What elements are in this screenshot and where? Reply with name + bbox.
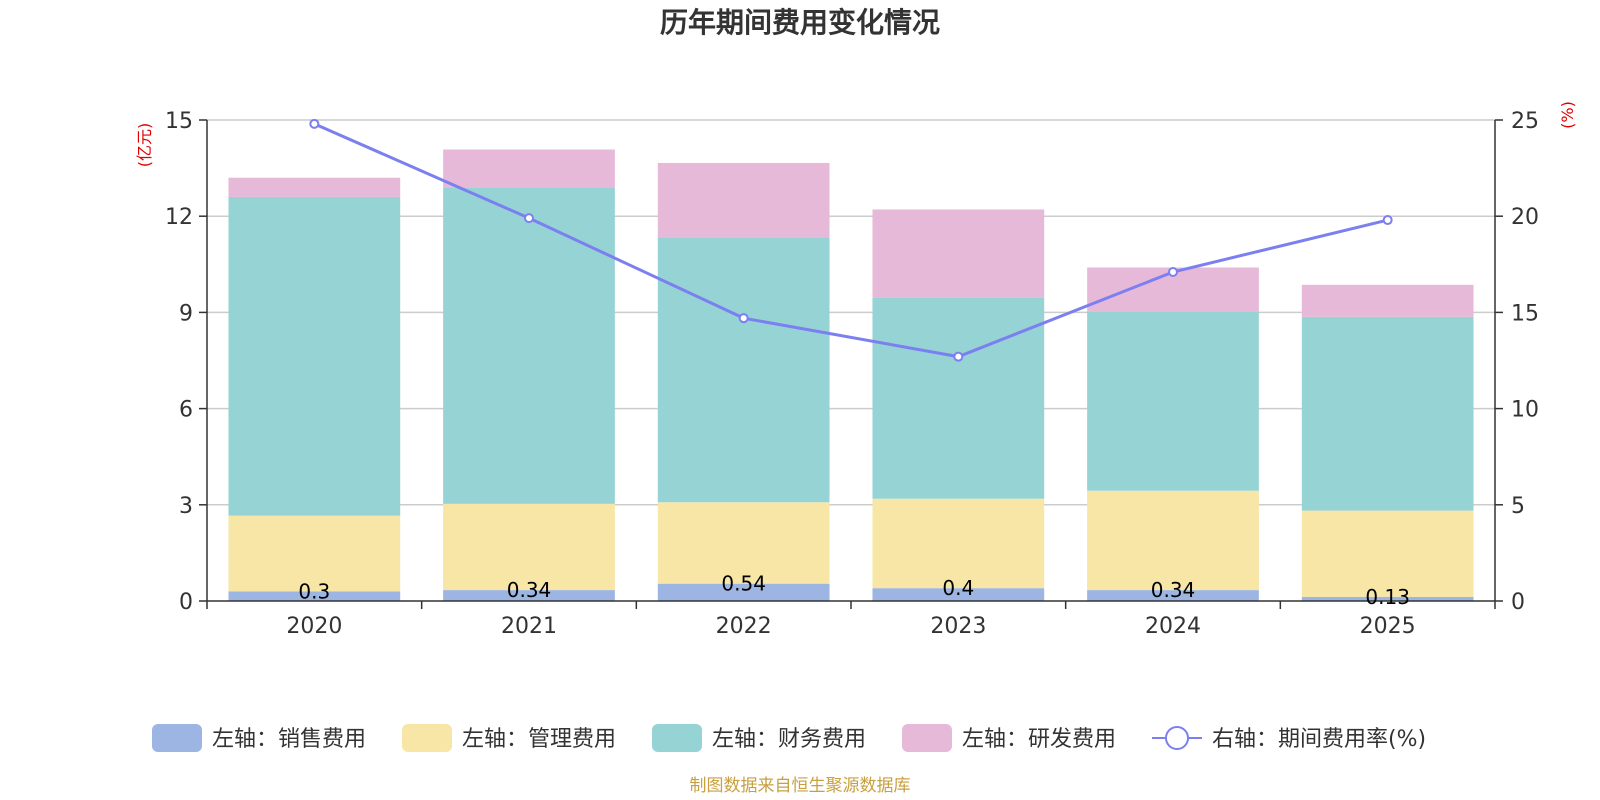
rate-line <box>313 122 1389 359</box>
bar-data-label: 0.3 <box>298 579 330 603</box>
bar-segment <box>657 162 830 239</box>
bar-segment <box>228 196 401 516</box>
legend-swatch <box>152 724 202 752</box>
rate-point <box>738 313 749 324</box>
left-tick-label: 6 <box>179 398 193 423</box>
line-layer <box>309 118 1393 362</box>
bar-segment <box>1087 590 1259 601</box>
legend-label: 左轴：管理费用 <box>462 727 616 752</box>
legend-label: 左轴：研发费用 <box>962 727 1116 752</box>
bar-layer <box>228 149 1474 601</box>
legend-item[interactable]: 左轴：财务费用 <box>652 724 866 752</box>
right-tick-label: 20 <box>1511 205 1539 230</box>
legend-label: 左轴：销售费用 <box>212 727 366 752</box>
x-tick-label: 2022 <box>716 614 772 639</box>
right-tick-label: 10 <box>1511 398 1539 423</box>
chart-title: 历年期间费用变化情况 <box>660 6 940 39</box>
gridlines <box>207 119 1495 506</box>
left-axis-unit: (亿元) <box>135 123 154 168</box>
bar-segment <box>657 502 830 584</box>
left-tick-label: 0 <box>179 590 193 615</box>
x-tick-label: 2025 <box>1360 614 1416 639</box>
x-tick-label: 2024 <box>1145 614 1201 639</box>
bar-segment <box>872 498 1045 589</box>
rate-point <box>524 213 534 224</box>
bar-segment <box>443 590 615 601</box>
bar-data-label: 0.34 <box>1151 578 1196 602</box>
bar-segment <box>1301 596 1474 601</box>
rate-point <box>1382 215 1393 226</box>
bar-segment <box>872 297 1045 499</box>
bar-segment <box>443 149 615 188</box>
legend-item[interactable]: 右轴：期间费用率(%) <box>1152 726 1426 752</box>
bar-segment <box>872 588 1045 601</box>
left-tick-label: 3 <box>179 494 193 519</box>
right-axis-unit: (%) <box>1558 101 1577 129</box>
bar-segment <box>443 503 615 591</box>
legend-item[interactable]: 左轴：销售费用 <box>152 724 366 752</box>
rate-point <box>309 118 320 129</box>
bar-data-label: 0.34 <box>507 578 552 602</box>
legend: 左轴：销售费用 左轴：管理费用 左轴：财务费用 左轴：研发费用 右轴：期间费用率(%) <box>152 724 1426 752</box>
rate-point <box>953 351 964 362</box>
bar-data-label: 0.4 <box>942 576 974 600</box>
right-tick-label: 0 <box>1511 590 1525 615</box>
bar-segment <box>1301 510 1474 597</box>
legend-item[interactable]: 左轴：管理费用 <box>402 724 616 752</box>
bar-segment <box>1301 284 1474 317</box>
legend-label: 左轴：财务费用 <box>712 727 866 752</box>
legend-swatch <box>402 724 452 752</box>
x-tick-label: 2020 <box>286 614 342 639</box>
bar-segment <box>657 238 830 503</box>
bar-segment <box>228 591 401 601</box>
bar-segment <box>1087 490 1259 591</box>
left-tick-label: 9 <box>179 301 193 326</box>
legend-swatch <box>902 724 952 752</box>
data-labels: 0.3 0.34 0.54 0.4 0.34 0.13 <box>298 572 1410 609</box>
bar-segment <box>872 209 1045 298</box>
legend-marker <box>1165 726 1189 750</box>
right-tick-label: 25 <box>1511 109 1539 134</box>
bar-data-label: 0.54 <box>721 572 766 596</box>
bar-segment <box>657 583 830 601</box>
bar-segment <box>228 515 401 592</box>
left-tick-label: 15 <box>165 109 193 134</box>
bar-segment <box>443 187 615 504</box>
right-tick-label: 5 <box>1511 494 1525 519</box>
bar-segment <box>228 177 401 197</box>
bar-segment <box>1301 316 1474 511</box>
rate-point <box>1168 266 1178 277</box>
source-note: 制图数据来自恒生聚源数据库 <box>690 776 911 796</box>
left-tick-label: 12 <box>165 205 193 230</box>
legend-swatch <box>652 724 702 752</box>
x-tick-label: 2021 <box>501 614 557 639</box>
bar-segment <box>1087 311 1259 491</box>
legend-item[interactable]: 左轴：研发费用 <box>902 724 1116 752</box>
bar-data-label: 0.13 <box>1365 585 1410 609</box>
x-tick-label: 2023 <box>930 614 986 639</box>
right-tick-label: 15 <box>1511 301 1539 326</box>
legend-label: 右轴：期间费用率(%) <box>1212 727 1426 752</box>
